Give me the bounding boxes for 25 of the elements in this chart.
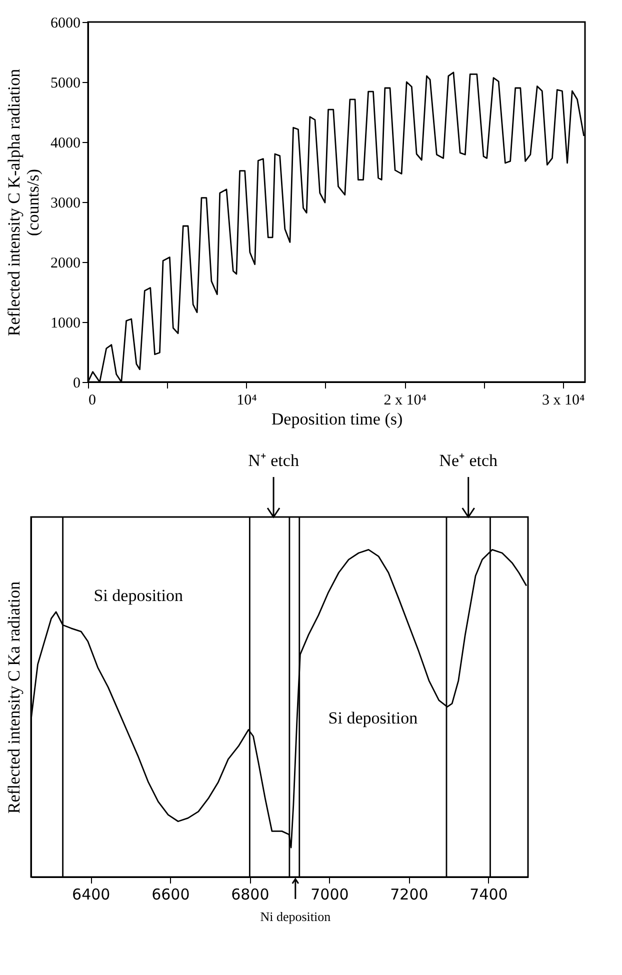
y-tick-label: 3000 — [50, 196, 80, 212]
x-tick-label: 3 x 10⁴ — [542, 392, 585, 408]
x-tick-label: 6800 — [231, 886, 270, 904]
y-axis-title: Reflected intensity C Ka radiation — [4, 580, 24, 814]
text: Ni deposition — [260, 909, 332, 924]
y-tick-label: 5000 — [50, 76, 80, 92]
x-tick-label: 6600 — [152, 886, 190, 904]
annotation: Si deposition — [94, 586, 184, 606]
y-tick-label: 6000 — [50, 16, 80, 32]
annotation: Si deposition — [328, 708, 418, 728]
text: Ne⁺ etch — [439, 451, 498, 470]
text: N⁺ etch — [248, 451, 300, 470]
x-tick-label: 7200 — [390, 886, 428, 904]
x-tick-label: 7000 — [310, 886, 349, 904]
x-tick-label: 0 — [88, 392, 96, 408]
y-tick-label: 0 — [73, 376, 80, 392]
x-tick-label: 10⁴ — [236, 392, 257, 408]
x-tick-label: 7400 — [470, 886, 508, 904]
y-tick-label: 1000 — [50, 316, 80, 332]
y-tick-label: 4000 — [50, 136, 80, 152]
y-axis-title: Reflected intensity C K-alpha radiation (counts/s) — [4, 68, 42, 336]
x-tick-label: 6400 — [72, 886, 110, 904]
x-tick-label: 2 x 10⁴ — [384, 392, 426, 408]
x-axis-title: Deposition time (s) — [271, 410, 403, 428]
y-tick-label: 2000 — [50, 256, 80, 272]
